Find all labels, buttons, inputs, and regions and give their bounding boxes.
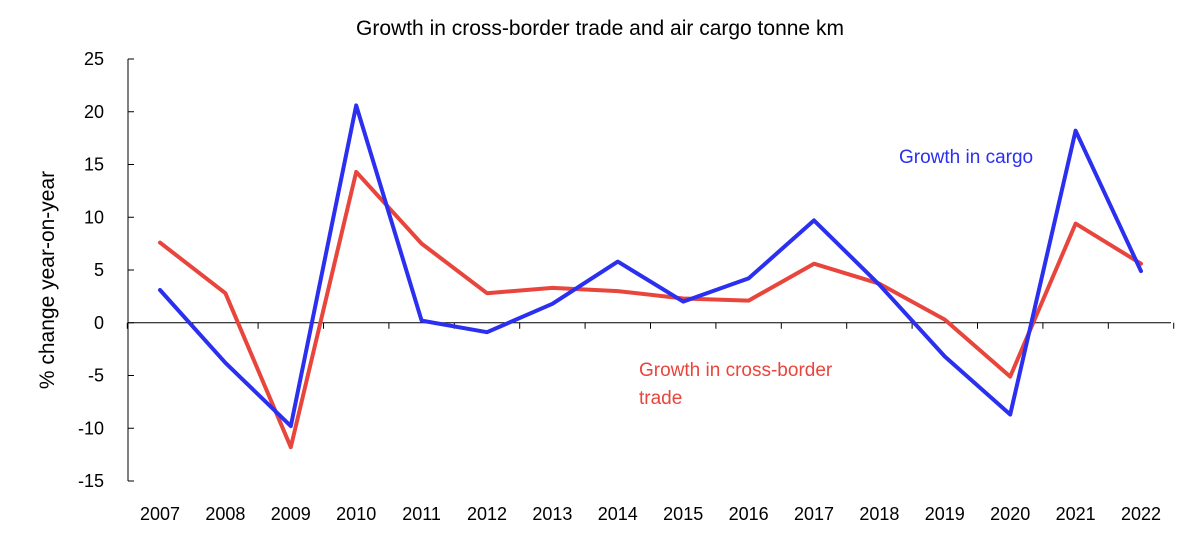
x-tick-label: 2022 — [1121, 504, 1161, 524]
x-tick-label: 2010 — [336, 504, 376, 524]
y-axis-label: % change year-on-year — [36, 171, 59, 389]
y-tick-label: 15 — [84, 155, 104, 175]
y-tick-label: -15 — [78, 471, 104, 491]
x-tick-label: 2011 — [402, 504, 441, 524]
x-tick-label: 2014 — [598, 504, 638, 524]
y-tick-label: 5 — [94, 260, 104, 280]
x-tick-label: 2012 — [467, 504, 507, 524]
y-tick-label: 20 — [84, 102, 104, 122]
x-tick-label: 2020 — [990, 504, 1030, 524]
x-tick-label: 2016 — [729, 504, 769, 524]
series-layer — [158, 103, 1143, 450]
annotation-growth-in-cargo: Growth in cargo — [899, 147, 1033, 168]
x-tick-label: 2009 — [271, 504, 311, 524]
y-tick-label: 0 — [94, 313, 104, 333]
x-tick-label: 2021 — [1056, 504, 1096, 524]
x-tick-label: 2008 — [205, 504, 245, 524]
annotation-cross-border-line-1: Growth in cross-border — [639, 360, 833, 381]
x-tick-label: 2018 — [859, 504, 899, 524]
x-tick-label: 2017 — [794, 504, 834, 524]
x-tick-label: 2019 — [925, 504, 965, 524]
y-tick-label: -10 — [78, 418, 104, 438]
x-tick-label: 2013 — [532, 504, 572, 524]
x-tick-label: 2015 — [663, 504, 703, 524]
y-tick-label: 25 — [84, 49, 104, 69]
y-tick-label: -5 — [88, 366, 104, 386]
x-tick-label: 2007 — [140, 504, 180, 524]
annotation-cross-border-line-2: trade — [639, 388, 682, 409]
series-line-growth-in-cargo — [158, 103, 1143, 429]
series-line-growth-in-cross-border-trade — [158, 169, 1143, 450]
chart-title: Growth in cross-border trade and air car… — [356, 17, 844, 40]
y-tick-label: 10 — [84, 207, 104, 227]
